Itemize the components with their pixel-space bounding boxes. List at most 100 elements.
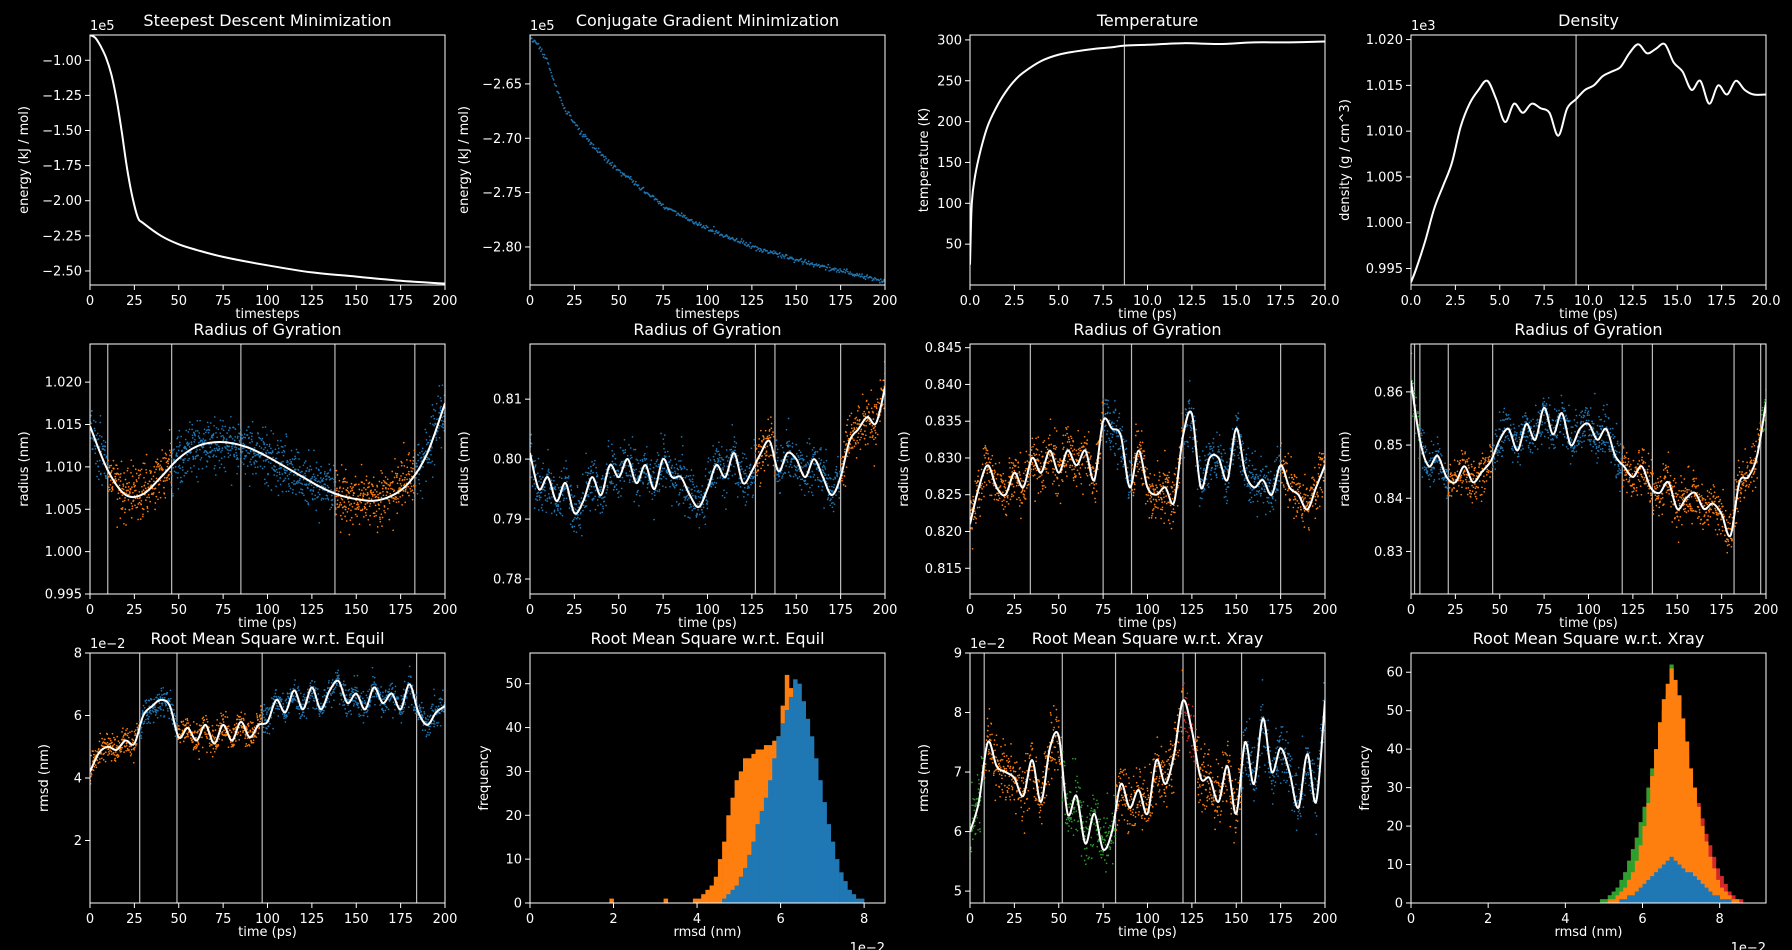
data-point [440, 446, 443, 449]
data-point [115, 464, 118, 467]
data-point [357, 508, 360, 510]
data-point [863, 424, 866, 427]
data-point [550, 502, 552, 504]
data-point [143, 476, 145, 479]
data-point [1148, 483, 1151, 486]
data-point [747, 493, 749, 496]
data-point [706, 500, 709, 503]
data-point [134, 484, 137, 487]
data-point [224, 470, 227, 473]
data-point [630, 454, 632, 457]
data-point [846, 418, 849, 421]
data-point [801, 466, 804, 469]
data-point [1248, 470, 1251, 473]
data-point [127, 489, 129, 492]
data-point [237, 458, 239, 460]
data-point [548, 496, 551, 499]
x-tick-label: 200 [873, 603, 898, 618]
data-point [376, 484, 378, 487]
data-point [1078, 473, 1081, 476]
data-point [704, 523, 707, 526]
data-point [721, 477, 724, 480]
data-point [224, 425, 227, 428]
data-point [1111, 436, 1114, 439]
data-point [643, 472, 646, 474]
data-point [977, 480, 980, 483]
data-point [615, 463, 617, 466]
data-point [621, 172, 624, 175]
data-point [304, 460, 307, 462]
data-point [805, 463, 807, 466]
chart-title: Radius of Gyration [193, 320, 341, 339]
data-point [1140, 477, 1143, 480]
data-point [871, 430, 873, 433]
data-point [205, 465, 208, 468]
data-point [266, 458, 269, 460]
y-tick-label: −2.25 [42, 229, 82, 244]
data-point [1052, 467, 1054, 470]
data-point [1093, 470, 1095, 473]
data-point [397, 497, 399, 500]
data-point [672, 471, 674, 474]
data-point [275, 457, 278, 460]
data-point [878, 279, 880, 282]
data-point [879, 281, 881, 284]
data-point [586, 474, 589, 477]
data-point [1162, 492, 1165, 495]
data-point [551, 482, 554, 485]
data-point [1088, 458, 1091, 461]
data-point [827, 497, 830, 499]
data-point [857, 442, 860, 444]
data-point [985, 452, 987, 454]
data-point [281, 446, 284, 448]
data-point [637, 462, 640, 465]
data-point [603, 159, 606, 161]
data-point [1094, 497, 1096, 500]
data-point [543, 53, 546, 56]
data-point [307, 449, 310, 451]
data-point [623, 480, 626, 482]
data-point [343, 505, 346, 508]
data-point [215, 455, 218, 458]
data-point [225, 447, 227, 450]
data-point [1099, 452, 1102, 455]
data-point [1055, 492, 1057, 495]
data-point [271, 451, 274, 453]
data-point [1159, 483, 1162, 486]
data-point [702, 503, 705, 506]
data-point [245, 429, 248, 432]
data-point [1210, 445, 1212, 448]
data-point [1003, 483, 1006, 486]
data-point [556, 508, 559, 510]
data-point [423, 451, 426, 454]
data-point [650, 476, 653, 479]
data-point [832, 490, 834, 492]
data-point [323, 473, 326, 475]
data-point [572, 496, 574, 498]
data-point [294, 483, 297, 485]
data-point [190, 443, 193, 446]
data-point [206, 460, 209, 463]
data-point [1126, 466, 1129, 469]
data-point [859, 448, 862, 451]
data-point [244, 473, 247, 475]
data-point [128, 508, 131, 511]
data-point [681, 444, 684, 447]
data-point [1150, 501, 1153, 503]
data-point [705, 224, 708, 227]
data-point [552, 77, 554, 80]
data-point [359, 509, 362, 512]
data-point [262, 460, 265, 462]
data-point [697, 489, 700, 492]
data-point [248, 425, 250, 428]
data-point [995, 477, 998, 480]
data-point [602, 505, 604, 508]
data-point [1086, 439, 1089, 441]
data-point [1039, 490, 1042, 493]
data-point [856, 410, 859, 412]
data-point [873, 465, 876, 467]
data-point [144, 481, 147, 484]
data-point [1212, 446, 1215, 448]
data-point [254, 454, 256, 457]
